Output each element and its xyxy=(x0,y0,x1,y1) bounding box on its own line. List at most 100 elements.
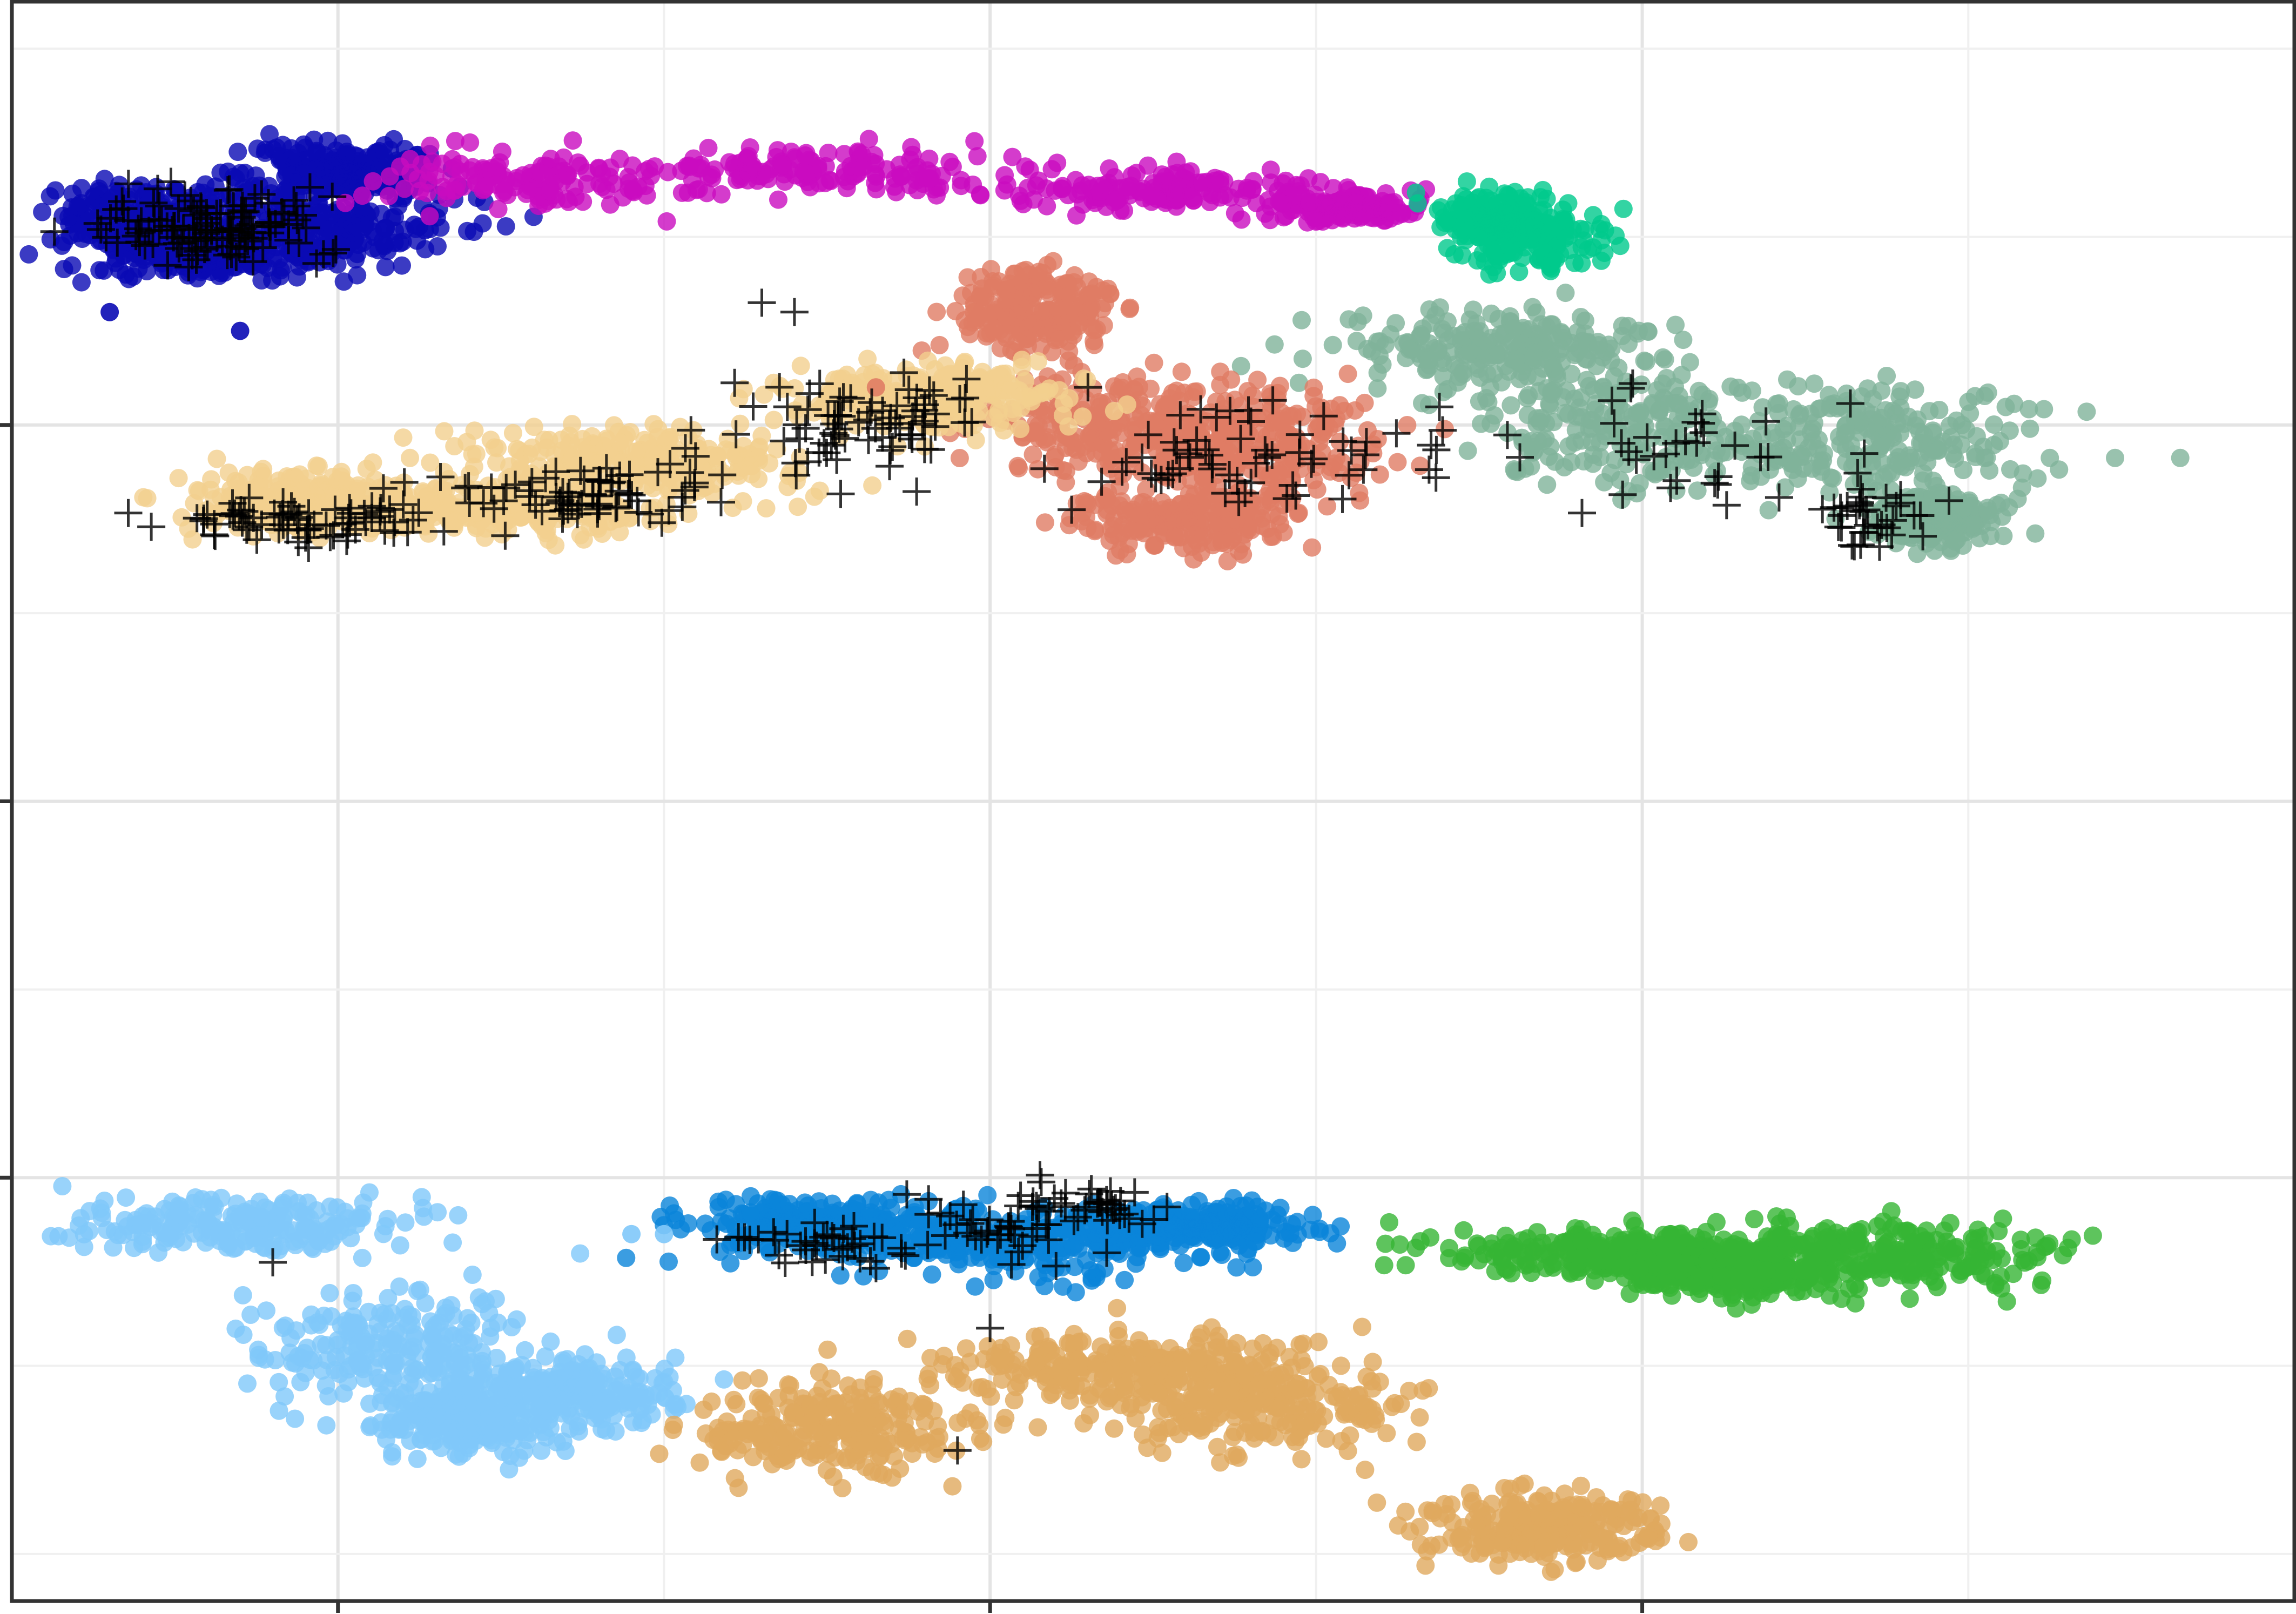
data-point xyxy=(361,202,380,221)
data-point xyxy=(1471,341,1490,360)
data-point xyxy=(202,470,221,489)
data-point xyxy=(1265,335,1284,354)
data-point xyxy=(1821,468,1840,487)
data-point xyxy=(1565,389,1584,408)
data-point xyxy=(1920,402,1939,421)
data-point xyxy=(1059,417,1078,436)
data-point xyxy=(1146,536,1164,555)
data-point xyxy=(1923,421,1942,440)
data-point xyxy=(514,166,533,185)
data-point xyxy=(390,1236,409,1255)
data-point xyxy=(473,214,492,233)
data-point xyxy=(2035,400,2053,419)
data-point xyxy=(217,1227,235,1246)
data-point xyxy=(2000,421,2019,440)
data-point xyxy=(124,267,143,286)
data-point xyxy=(978,324,996,343)
data-point xyxy=(1411,456,1430,475)
data-point xyxy=(1046,328,1065,347)
data-point xyxy=(437,189,456,207)
data-point xyxy=(810,481,829,500)
data-point xyxy=(1354,306,1372,325)
data-point xyxy=(1040,379,1059,398)
data-point xyxy=(2028,469,2047,488)
data-point xyxy=(965,132,984,151)
data-point xyxy=(1060,342,1079,361)
data-point xyxy=(1614,199,1633,218)
data-point xyxy=(1891,382,1910,401)
data-point xyxy=(1085,321,1104,340)
data-point xyxy=(1362,342,1381,361)
data-point xyxy=(1048,298,1067,317)
data-point xyxy=(1631,404,1649,422)
data-point xyxy=(1412,326,1431,345)
data-point xyxy=(1303,538,1322,557)
data-point xyxy=(1808,440,1827,459)
data-point xyxy=(1368,379,1387,398)
data-point xyxy=(68,197,87,216)
data-point xyxy=(819,144,838,162)
data-point xyxy=(1982,513,2001,532)
data-point xyxy=(1453,365,1472,384)
data-point xyxy=(1334,189,1352,208)
data-point xyxy=(1347,332,1366,351)
data-point xyxy=(1159,172,1177,191)
data-point xyxy=(1105,193,1123,211)
data-point xyxy=(1003,147,1022,166)
data-point xyxy=(1101,285,1120,304)
data-point xyxy=(740,456,759,475)
data-point xyxy=(1945,532,1964,551)
data-point xyxy=(183,530,202,549)
data-point xyxy=(637,186,656,205)
data-point xyxy=(1556,284,1575,302)
data-point xyxy=(1244,172,1263,191)
data-point xyxy=(401,448,419,467)
data-point xyxy=(952,177,971,196)
data-point xyxy=(226,169,245,188)
data-point xyxy=(1680,353,1699,372)
data-point xyxy=(1499,186,1518,205)
data-point xyxy=(1716,427,1735,446)
data-point xyxy=(321,1197,340,1216)
data-point xyxy=(574,192,592,211)
data-point xyxy=(1482,414,1500,433)
data-point xyxy=(966,431,985,449)
data-point xyxy=(274,1207,293,1225)
data-point xyxy=(1891,398,1910,417)
data-point xyxy=(1865,422,1884,441)
data-point xyxy=(1187,382,1206,401)
data-point xyxy=(2077,402,2096,421)
data-point xyxy=(1559,437,1578,456)
data-point xyxy=(1018,387,1036,406)
data-point xyxy=(458,221,476,240)
data-point xyxy=(393,256,411,275)
data-point xyxy=(477,177,496,196)
data-point xyxy=(989,400,1008,419)
data-point xyxy=(1274,457,1293,476)
data-point xyxy=(593,524,611,543)
data-point xyxy=(1789,418,1808,436)
data-point xyxy=(1553,200,1572,219)
data-point xyxy=(503,423,522,442)
data-point xyxy=(1100,159,1119,178)
data-point xyxy=(463,445,482,464)
data-point xyxy=(1510,369,1529,388)
data-point xyxy=(80,1222,98,1241)
data-point xyxy=(1655,350,1674,369)
data-point xyxy=(1674,331,1693,349)
data-point xyxy=(1611,237,1630,255)
data-point xyxy=(451,162,470,181)
data-point xyxy=(610,433,629,452)
data-point xyxy=(428,237,447,255)
data-point xyxy=(1952,435,1970,454)
data-point xyxy=(353,154,372,173)
data-point xyxy=(363,453,382,472)
data-point xyxy=(496,502,515,521)
data-point xyxy=(465,421,484,440)
data-point xyxy=(541,182,560,201)
data-point xyxy=(443,1233,462,1252)
data-point xyxy=(1019,318,1038,337)
data-point xyxy=(376,1217,395,1235)
data-point xyxy=(1889,441,1908,460)
data-point xyxy=(1572,408,1591,427)
